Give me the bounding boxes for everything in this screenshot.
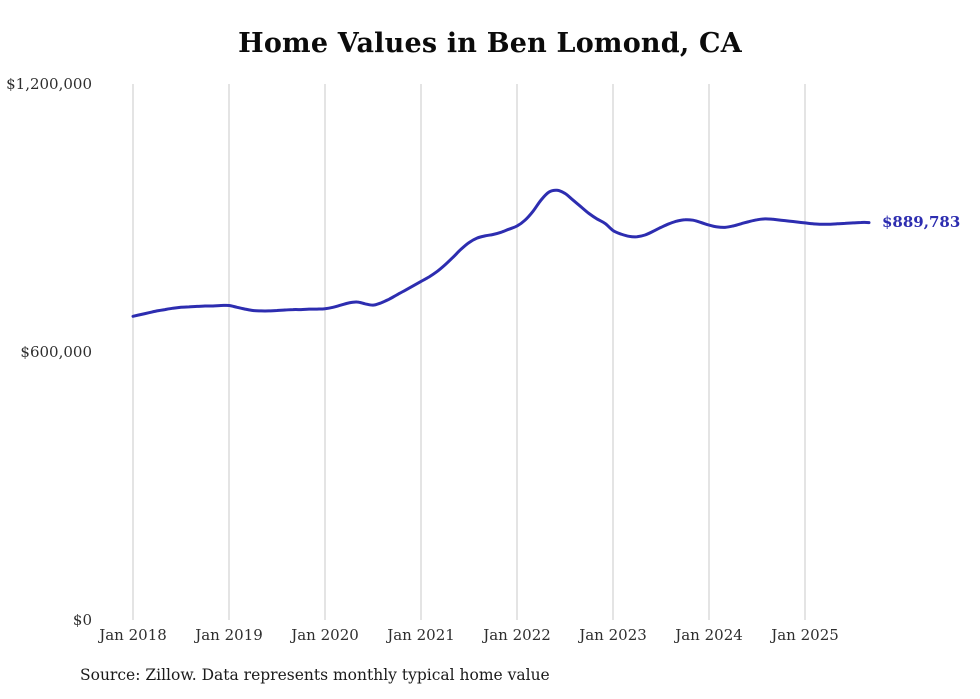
x-tick-label: Jan 2020 <box>291 626 359 644</box>
source-note: Source: Zillow. Data represents monthly … <box>80 666 550 684</box>
x-tick-label: Jan 2018 <box>99 626 167 644</box>
x-tick-label: Jan 2023 <box>579 626 647 644</box>
x-tick-label: Jan 2022 <box>483 626 551 644</box>
home-value-line <box>131 188 871 318</box>
x-tick-label: Jan 2025 <box>771 626 839 644</box>
x-tick-label: Jan 2021 <box>387 626 455 644</box>
chart-title: Home Values in Ben Lomond, CA <box>238 28 742 59</box>
y-tick-label: $1,200,000 <box>6 75 92 93</box>
x-tick-label: Jan 2019 <box>195 626 263 644</box>
latest-value-label: $889,783 <box>882 212 961 231</box>
y-tick-label: $0 <box>72 611 92 629</box>
x-tick-label: Jan 2024 <box>675 626 743 644</box>
y-tick-label: $600,000 <box>20 343 92 361</box>
